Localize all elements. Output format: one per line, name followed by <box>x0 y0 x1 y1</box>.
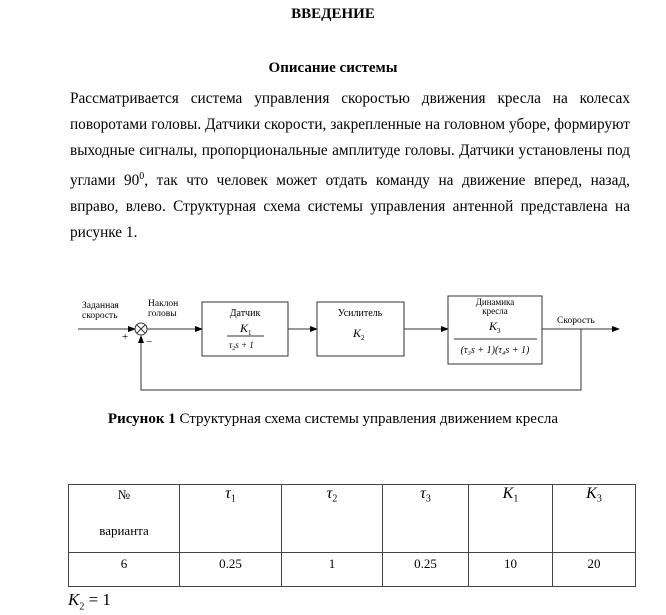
header-tau1: τ1 <box>179 484 282 553</box>
description-paragraph: Рассматривается система управления скоро… <box>70 86 630 246</box>
input-label-2: скорость <box>82 311 118 321</box>
dynamics-denominator: (τ₃s + 1)(τ₄s + 1) <box>461 345 530 356</box>
dynamics-label: Динамика <box>476 297 515 307</box>
input-label: Заданная <box>82 301 119 311</box>
cell-k3: 20 <box>552 552 636 587</box>
table-header-row: № варианта τ1 τ2 τ3 K1 K3 <box>68 484 636 553</box>
minus-sign: − <box>146 336 152 348</box>
paragraph-text: Рассматривается система управления скоро… <box>70 90 630 190</box>
table-row: 6 0.25 1 0.25 10 20 <box>68 552 636 587</box>
cell-tau3: 0.25 <box>382 552 469 587</box>
cell-k1: 10 <box>468 552 553 587</box>
amplifier-gain: K2 <box>352 326 365 342</box>
paragraph-text-cont: , так что человек может отдать команду н… <box>70 172 630 242</box>
figure-caption: Рисунок 1 Структурная схема системы упра… <box>0 411 666 428</box>
header-tau3: τ3 <box>382 484 469 553</box>
caption-text: Структурная схема системы управления дви… <box>175 411 559 427</box>
header-k1: K1 <box>468 484 553 553</box>
page-title: ВВЕДЕНИЕ <box>291 6 375 22</box>
error-label-2: головы <box>148 309 177 319</box>
cell-variant: 6 <box>68 552 180 587</box>
amplifier-label: Усилитель <box>338 308 383 319</box>
sensor-label: Датчик <box>230 308 261 319</box>
header-variant: № варианта <box>68 484 180 553</box>
variants-table: № варианта τ1 τ2 τ3 K1 K3 6 0.25 1 0.25 1… <box>68 484 636 587</box>
feedback-line <box>138 329 582 391</box>
plus-sign: + <box>122 331 128 343</box>
sensor-numerator: K1 <box>239 321 252 337</box>
degree-superscript: 0 <box>139 171 145 182</box>
header-k3: K3 <box>552 484 636 553</box>
k2-note: K2 = 1 <box>68 590 111 613</box>
dynamics-label-2: кресла <box>482 306 508 316</box>
error-label: Наклон <box>148 299 178 309</box>
header-tau2: τ2 <box>281 484 383 553</box>
section-title: Описание системы <box>268 60 398 76</box>
caption-number: Рисунок 1 <box>107 411 176 427</box>
sensor-denominator: τ2s + 1 <box>229 340 254 352</box>
cell-tau2: 1 <box>281 552 383 587</box>
output-label: Скорость <box>557 316 595 326</box>
dynamics-numerator: K3 <box>488 319 501 335</box>
cell-tau1: 0.25 <box>179 552 282 587</box>
chair-dynamics-block <box>447 295 543 365</box>
